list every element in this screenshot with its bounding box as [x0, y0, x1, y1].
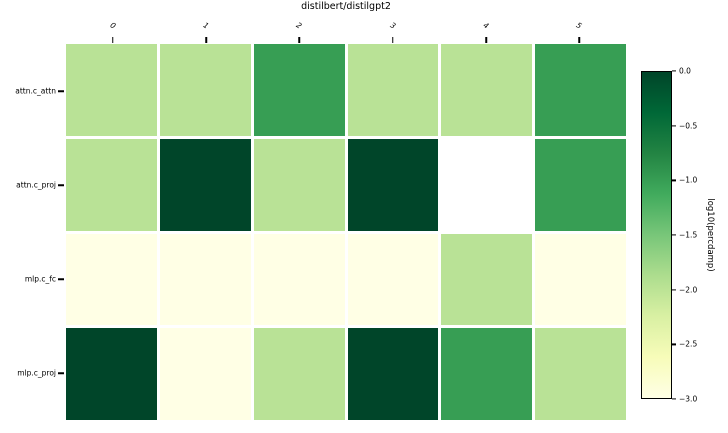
colorbar-tick-label: −2.5 — [679, 339, 698, 349]
heatmap-cell — [441, 44, 533, 136]
colorbar-tick-mark — [672, 234, 676, 236]
heatmap-cell — [66, 233, 157, 326]
heatmap-cell — [347, 233, 439, 326]
colorbar-tick-mark — [672, 398, 676, 400]
colorbar-tick-label: −0.5 — [679, 121, 698, 131]
colorbar-tick-label: −3.0 — [679, 394, 698, 404]
x-tick-mark — [111, 37, 114, 43]
heatmap-cell — [66, 138, 157, 231]
y-tick-label: mlp.c_proj — [17, 368, 56, 378]
heatmap-cell — [347, 328, 439, 420]
x-tick-label: 2 — [294, 20, 304, 31]
y-tick-label: attn.c_proj — [16, 180, 56, 190]
heatmap-cell — [159, 328, 251, 420]
colorbar-tick-mark — [672, 70, 676, 72]
x-tick-label: 4 — [481, 20, 491, 31]
y-tick-label: attn.c_attn — [15, 86, 56, 96]
x-tick-mark — [485, 37, 487, 43]
x-tick-mark — [391, 37, 394, 43]
heatmap-cell — [159, 138, 251, 231]
heatmap-cell — [159, 44, 251, 136]
heatmap-cell — [535, 328, 626, 420]
heatmap-cell — [535, 44, 626, 136]
colorbar-tick-mark — [672, 289, 676, 291]
colorbar-tick-label: −2.0 — [679, 285, 698, 295]
colorbar-tick-mark — [672, 125, 676, 127]
heatmap-cell — [253, 44, 345, 136]
y-tick-mark — [58, 184, 64, 186]
x-tick-mark — [578, 37, 581, 43]
x-tick-mark — [205, 37, 207, 43]
colorbar-tick-label: −1.5 — [679, 230, 698, 240]
colorbar-tick-mark — [672, 343, 676, 345]
heatmap-cell — [535, 233, 626, 326]
heatmap-cell — [535, 138, 626, 231]
colorbar — [641, 71, 672, 399]
x-tick-label: 5 — [574, 20, 584, 31]
y-tick-mark — [58, 278, 64, 280]
colorbar-tick-label: 0.0 — [679, 66, 691, 76]
colorbar-axis-label: log10(percdamp) — [705, 198, 715, 272]
heatmap-cell — [159, 233, 251, 326]
heatmap-cell — [347, 44, 439, 136]
y-tick-label: mlp.c_fc — [24, 274, 56, 284]
heatmap-cell — [253, 138, 345, 231]
heatmap-cell — [253, 233, 345, 326]
y-tick-mark — [58, 372, 64, 374]
x-tick-mark — [298, 37, 301, 43]
chart-title: distilbert/distilgpt2 — [301, 1, 391, 12]
x-tick-label: 1 — [201, 20, 211, 31]
colorbar-tick-label: −1.0 — [679, 175, 698, 185]
colorbar-tick-mark — [672, 179, 676, 181]
y-tick-mark — [58, 90, 64, 92]
x-tick-label: 0 — [108, 20, 118, 31]
heatmap-cell — [441, 233, 533, 326]
heatmap-cell — [441, 138, 533, 231]
heatmap-grid — [66, 44, 626, 420]
heatmap-cell — [66, 328, 157, 420]
heatmap-cell — [66, 44, 157, 136]
heatmap-cell — [441, 328, 533, 420]
heatmap-cell — [347, 138, 439, 231]
x-tick-label: 3 — [388, 20, 398, 31]
heatmap-cell — [253, 328, 345, 420]
